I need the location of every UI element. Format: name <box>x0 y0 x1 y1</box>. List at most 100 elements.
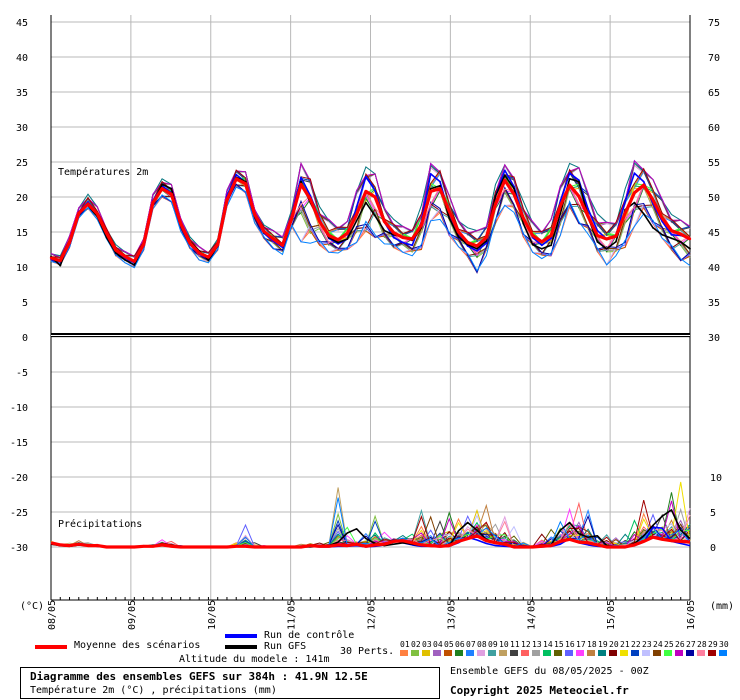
series-point <box>586 215 590 218</box>
series-point <box>503 169 506 172</box>
series-point <box>318 220 321 223</box>
pert-legend-item: 25 <box>664 640 674 656</box>
series-point <box>624 200 627 203</box>
pert-color-swatch <box>609 650 617 656</box>
series-point <box>355 219 358 222</box>
series-point <box>679 240 682 243</box>
pert-legend-item: 19 <box>598 640 608 656</box>
pert-legend-item: 21 <box>620 640 630 656</box>
series-point <box>383 220 386 223</box>
series-point <box>577 180 580 183</box>
pert-color-swatch <box>565 650 573 656</box>
pert-color-swatch <box>708 650 716 656</box>
series-point <box>540 244 543 247</box>
series-point <box>373 195 377 199</box>
series-point <box>652 226 654 229</box>
series-point <box>188 242 192 245</box>
series-point <box>642 180 645 183</box>
series-point <box>577 195 581 198</box>
series-point <box>114 249 118 252</box>
series-point <box>59 264 62 267</box>
series-point <box>679 232 682 236</box>
left-tick-label: -25 <box>10 508 28 519</box>
series-point <box>642 212 645 215</box>
pert-number: 26 <box>675 640 685 649</box>
series-point <box>327 234 331 237</box>
series-point <box>503 179 506 182</box>
pert-legend-item: 14 <box>543 640 553 656</box>
temperature-panel-label: Températures 2m <box>58 166 148 178</box>
series-point <box>216 243 219 246</box>
series-point <box>688 237 692 241</box>
series-point <box>605 237 608 241</box>
series-point <box>568 172 571 175</box>
series-point <box>633 191 636 194</box>
pert-number: 12 <box>521 640 531 649</box>
series-point <box>133 264 136 266</box>
pert-number: 03 <box>422 640 432 649</box>
pert-color-swatch <box>433 650 441 656</box>
series-point <box>337 243 339 245</box>
left-tick-label: 5 <box>22 298 28 309</box>
right-tick-label: 45 <box>708 228 720 239</box>
series-point <box>522 216 525 220</box>
series-point <box>392 231 395 234</box>
pert-number: 09 <box>488 640 498 649</box>
series-point <box>207 256 210 259</box>
zero-separator-inner <box>51 335 690 336</box>
left-tick-label: 25 <box>16 158 28 169</box>
pert-legend-item: 27 <box>686 640 696 656</box>
pert-color-swatch <box>466 650 474 656</box>
pert-legend-item: 23 <box>642 640 652 656</box>
series-point <box>475 244 479 248</box>
series-point <box>96 212 99 215</box>
precip-tick-label: 5 <box>710 508 716 519</box>
series-point <box>568 183 571 187</box>
series-point <box>383 229 386 232</box>
mean-legend-label: Moyenne des scénarios <box>74 640 201 651</box>
series-point <box>272 237 275 241</box>
series-point <box>651 198 655 201</box>
pert-color-swatch <box>543 650 551 656</box>
series-point <box>49 256 53 260</box>
series-point <box>448 217 451 219</box>
left-tick-label: 10 <box>16 263 28 274</box>
pert-legend-item: 09 <box>488 640 498 656</box>
chart-title: Diagramme des ensembles GEFS sur 384h : … <box>30 670 368 683</box>
pert-number: 14 <box>543 640 553 649</box>
series-point <box>661 216 664 220</box>
series-point <box>133 260 136 263</box>
pert-color-swatch <box>697 650 705 656</box>
pert-number: 27 <box>686 640 696 649</box>
series-point <box>642 183 645 187</box>
series-point <box>559 204 562 208</box>
series-point <box>124 259 126 261</box>
pert-legend-item: 24 <box>653 640 663 656</box>
mean-legend-swatch <box>35 645 67 649</box>
series-point <box>494 202 497 206</box>
series-point <box>77 211 80 215</box>
right-tick-label: 65 <box>708 88 720 99</box>
series-point <box>402 241 404 244</box>
series-point <box>531 243 534 246</box>
control-legend-swatch <box>225 634 257 638</box>
pert-color-swatch <box>532 650 540 656</box>
pert-legend-item: 11 <box>510 640 520 656</box>
series-point <box>559 212 562 215</box>
right-tick-label: 40 <box>708 263 720 274</box>
pert-legend-item: 16 <box>565 640 575 656</box>
series-point <box>281 246 284 249</box>
series-point <box>439 184 441 187</box>
series-point <box>355 205 358 208</box>
series-point <box>513 187 515 190</box>
series-point <box>253 213 256 216</box>
series-point <box>605 247 608 250</box>
right-tick-label: 55 <box>708 158 720 169</box>
pert-color-swatch <box>653 650 661 656</box>
series-point <box>374 215 377 217</box>
pert-color-swatch <box>477 650 485 656</box>
series-point <box>568 177 571 180</box>
pert-number: 16 <box>565 640 575 649</box>
series-point <box>161 183 164 186</box>
